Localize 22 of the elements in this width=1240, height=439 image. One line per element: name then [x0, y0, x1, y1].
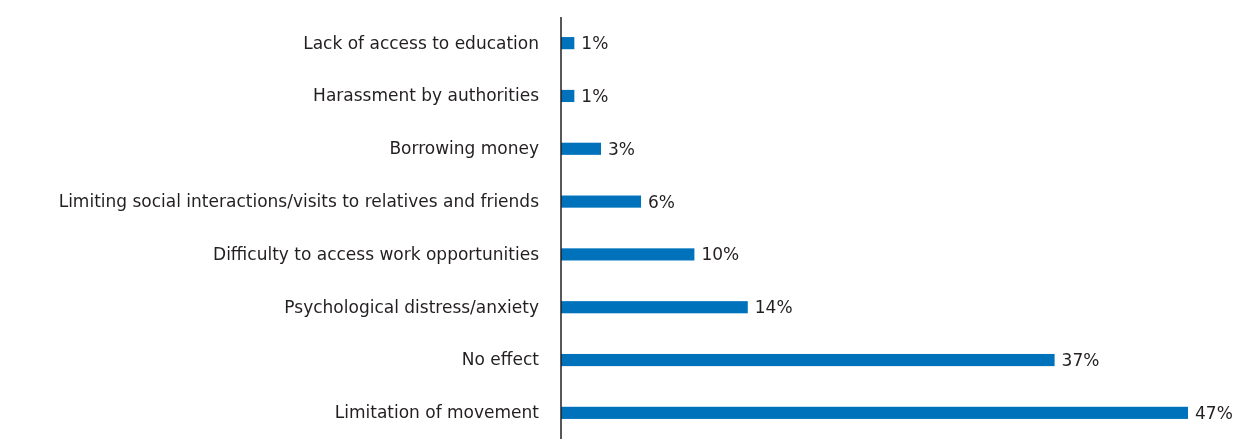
y-tick-label: Limiting social interactions/visits to relatives and friends — [58, 191, 540, 212]
y-tick-label: No effect — [461, 349, 540, 370]
data-label: 37% — [1061, 349, 1100, 370]
y-tick-label: Lack of access to education — [303, 32, 539, 53]
y-tick-label: Borrowing money — [389, 138, 539, 159]
y-tick-label: Limitation of movement — [334, 402, 540, 423]
data-label: 6% — [648, 191, 676, 212]
bar — [561, 142, 602, 155]
y-tick-label: Psychological distress/anxiety — [284, 296, 539, 317]
bar — [561, 406, 1188, 419]
bar — [561, 248, 695, 261]
bar — [561, 301, 748, 314]
data-label: 1% — [581, 85, 609, 106]
y-tick-label: Difficulty to access work opportunities — [213, 243, 540, 264]
bar — [561, 195, 642, 208]
data-label: 1% — [581, 33, 609, 54]
data-label: 3% — [608, 138, 636, 159]
bar — [561, 353, 1055, 367]
data-label: 10% — [701, 244, 740, 265]
data-label: 14% — [754, 297, 793, 318]
data-label: 47% — [1195, 402, 1233, 423]
y-tick-label: Harassment by authorities — [313, 85, 540, 106]
